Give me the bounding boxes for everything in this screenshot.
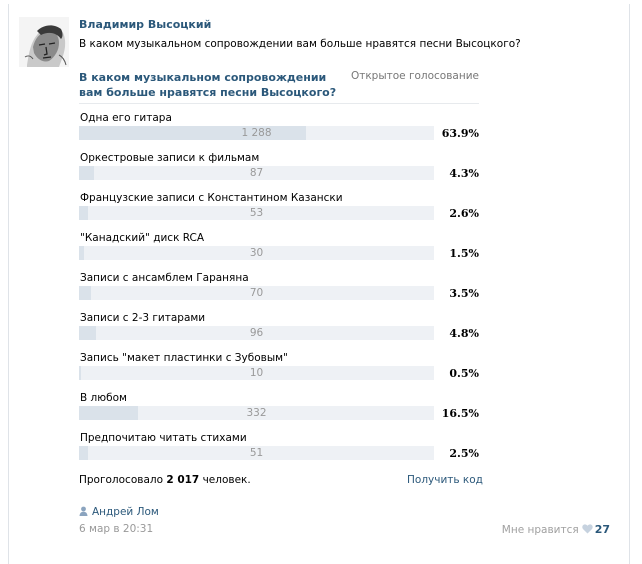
poll-option-bar: 70 bbox=[79, 286, 434, 300]
poll-option: Оркестровые записи к фильмам 87 4.3% bbox=[79, 152, 479, 192]
poll-option: Запись "макет пластинки с Зубовым" 10 0.… bbox=[79, 352, 479, 392]
poll-voted-summary: Проголосовало 2 017 человек. bbox=[79, 474, 251, 486]
poll-option-percent: 2.6% bbox=[449, 207, 479, 220]
post-signer-name: Андрей Лом bbox=[92, 506, 159, 518]
poll-option-bar: 30 bbox=[79, 246, 434, 260]
poll-option-label: Предпочитаю читать стихами bbox=[80, 432, 247, 444]
poll-option-fill bbox=[79, 326, 97, 340]
poll-option-bar: 332 bbox=[79, 406, 434, 420]
poll-option-label: В любом bbox=[80, 392, 127, 404]
poll-option: Предпочитаю читать стихами 51 2.5% bbox=[79, 432, 479, 472]
poll-option: Одна его гитара 1 288 63.9% bbox=[79, 112, 479, 152]
poll: В каком музыкальном сопровождении вам бо… bbox=[79, 70, 479, 460]
poll-question: В каком музыкальном сопровождении вам бо… bbox=[79, 71, 337, 99]
poll-option-count: 332 bbox=[246, 407, 267, 419]
poll-option-label: Запись "макет пластинки с Зубовым" bbox=[80, 352, 288, 364]
post-author[interactable]: Владимир Высоцкий bbox=[79, 18, 212, 31]
poll-voted-suffix: человек. bbox=[199, 474, 251, 486]
poll-option-count: 10 bbox=[249, 367, 264, 379]
poll-option-bar: 87 bbox=[79, 166, 434, 180]
heart-icon bbox=[581, 524, 593, 534]
poll-option-fill bbox=[79, 366, 81, 380]
poll-option-bar: 53 bbox=[79, 206, 434, 220]
poll-voted-prefix: Проголосовало bbox=[79, 474, 167, 486]
post-signer[interactable]: Андрей Лом bbox=[79, 506, 159, 518]
poll-option-bar: 96 bbox=[79, 326, 434, 340]
poll-option-label: Одна его гитара bbox=[80, 112, 172, 124]
get-code-link[interactable]: Получить код bbox=[407, 474, 483, 486]
poll-option: Французские записи с Константином Казанс… bbox=[79, 192, 479, 232]
poll-option-count: 53 bbox=[249, 207, 264, 219]
poll-option-fill bbox=[79, 406, 138, 420]
poll-voted-total: 2 017 bbox=[166, 474, 200, 486]
poll-option-count: 51 bbox=[249, 447, 264, 459]
like-count: 27 bbox=[594, 523, 610, 536]
poll-option-label: "Канадский" диск RCA bbox=[80, 232, 205, 244]
poll-option-fill bbox=[79, 446, 88, 460]
poll-option: "Канадский" диск RCA 30 1.5% bbox=[79, 232, 479, 272]
poll-option-bar: 10 bbox=[79, 366, 434, 380]
poll-option-percent: 16.5% bbox=[441, 407, 479, 420]
poll-option-percent: 4.8% bbox=[449, 327, 479, 340]
poll-option-fill bbox=[79, 286, 92, 300]
poll-option-bar: 51 bbox=[79, 446, 434, 460]
post-frame bbox=[8, 4, 630, 564]
like-button[interactable]: Мне нравится 27 bbox=[502, 523, 610, 536]
poll-option-percent: 63.9% bbox=[441, 127, 479, 140]
poll-header: В каком музыкальном сопровождении вам бо… bbox=[79, 70, 479, 104]
post-text: В каком музыкальном сопровождении вам бо… bbox=[79, 38, 521, 50]
poll-option: Записи с 2-3 гитарами 96 4.8% bbox=[79, 312, 479, 352]
poll-option-count: 30 bbox=[249, 247, 264, 259]
poll-option-percent: 4.3% bbox=[449, 167, 479, 180]
poll-option-count: 87 bbox=[249, 167, 264, 179]
poll-option-percent: 2.5% bbox=[449, 447, 479, 460]
user-icon bbox=[79, 506, 88, 516]
poll-option-count: 1 288 bbox=[241, 127, 272, 139]
avatar-sketch-icon bbox=[19, 17, 69, 67]
poll-option-count: 96 bbox=[249, 327, 264, 339]
poll-option-percent: 1.5% bbox=[449, 247, 479, 260]
poll-option: Записи с ансамблем Гараняна 70 3.5% bbox=[79, 272, 479, 312]
poll-option-fill bbox=[79, 206, 89, 220]
poll-option-bar: 1 288 bbox=[79, 126, 434, 140]
post-date[interactable]: 6 мар в 20:31 bbox=[79, 523, 154, 535]
poll-option-percent: 3.5% bbox=[449, 287, 479, 300]
poll-option-percent: 0.5% bbox=[449, 367, 479, 380]
poll-option-count: 70 bbox=[249, 287, 264, 299]
poll-option-fill bbox=[79, 246, 85, 260]
poll-option-label: Оркестровые записи к фильмам bbox=[80, 152, 260, 164]
poll-option-label: Французские записи с Константином Казанс… bbox=[80, 192, 343, 204]
poll-option-label: Записи с ансамблем Гараняна bbox=[80, 272, 249, 284]
avatar[interactable] bbox=[19, 17, 69, 67]
poll-option-fill bbox=[79, 166, 95, 180]
poll-option: В любом 332 16.5% bbox=[79, 392, 479, 432]
poll-option-label: Записи с 2-3 гитарами bbox=[80, 312, 206, 324]
poll-type: Открытое голосование bbox=[350, 70, 479, 82]
like-label: Мне нравится bbox=[501, 524, 579, 536]
poll-option-fill bbox=[79, 126, 306, 140]
